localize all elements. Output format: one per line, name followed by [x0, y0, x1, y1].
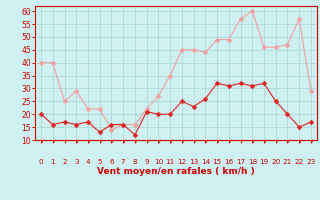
X-axis label: Vent moyen/en rafales ( km/h ): Vent moyen/en rafales ( km/h ): [97, 167, 255, 176]
